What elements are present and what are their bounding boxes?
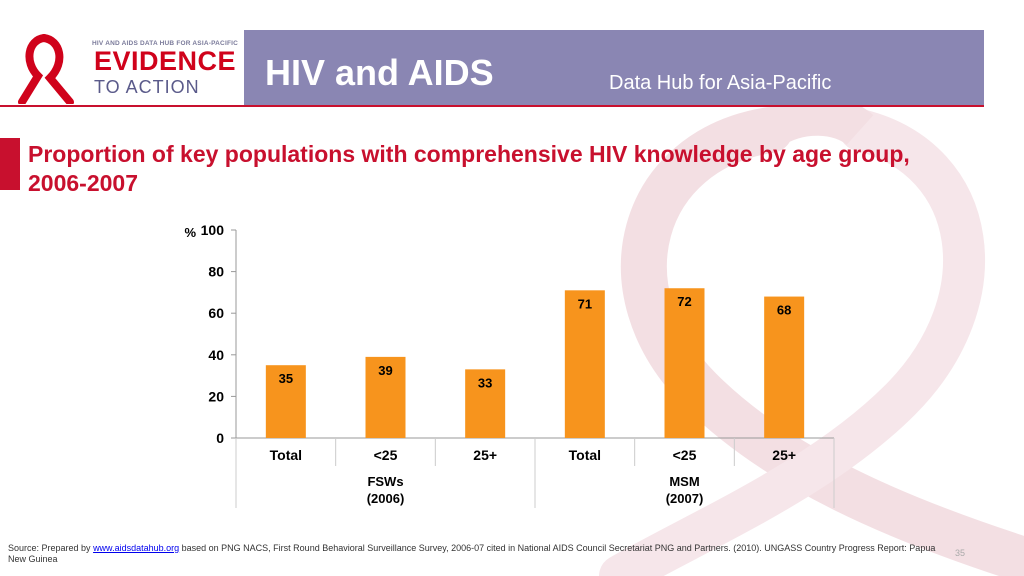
data-label: 35 (279, 371, 293, 386)
page-number: 35 (955, 548, 966, 558)
group-label-line1: MSM (669, 474, 699, 489)
data-label: 71 (578, 296, 592, 311)
header-bar: HIV AND AIDS DATA HUB FOR ASIA-PACIFIC E… (0, 30, 984, 107)
data-label: 39 (378, 363, 392, 378)
title-accent-bar (0, 138, 20, 190)
bar (564, 290, 605, 438)
source-note: Source: Prepared by www.aidsdatahub.org … (8, 543, 938, 565)
header-subtitle: Data Hub for Asia-Pacific (609, 72, 832, 94)
bar (365, 356, 406, 438)
bar (764, 296, 805, 438)
header-title: HIV and AIDS (265, 52, 494, 93)
x-tick-label: 25+ (772, 447, 796, 463)
x-tick-label: Total (270, 447, 302, 463)
logo-action-text: TO ACTION (94, 77, 200, 97)
y-tick-label: 100 (201, 222, 225, 238)
bar (265, 365, 306, 438)
y-tick-label: 40 (208, 347, 224, 363)
y-tick-label: 20 (208, 388, 224, 404)
logo[interactable]: HIV AND AIDS DATA HUB FOR ASIA-PACIFIC E… (0, 30, 244, 105)
x-tick-label: Total (569, 447, 601, 463)
group-label-line2: (2007) (666, 491, 704, 506)
x-tick-label: <25 (673, 447, 697, 463)
data-label: 68 (777, 303, 791, 318)
source-text: based on PNG NACS, First Round Behaviora… (8, 543, 936, 564)
chart-title: Proportion of key populations with compr… (28, 141, 910, 196)
bar (465, 369, 506, 438)
source-prefix: Source: Prepared by (8, 543, 91, 553)
red-ribbon-icon (18, 34, 74, 104)
y-axis-label: % (184, 225, 196, 240)
group-label-line1: FSWs (367, 474, 403, 489)
logo-tagline: HIV AND AIDS DATA HUB FOR ASIA-PACIFIC (92, 40, 239, 47)
y-tick-label: 60 (208, 305, 224, 321)
x-tick-label: 25+ (473, 447, 497, 463)
bar (664, 288, 705, 438)
x-tick-label: <25 (374, 447, 398, 463)
logo-evidence-text: EVIDENCE (94, 46, 237, 76)
source-link[interactable]: www.aidsdatahub.org (93, 543, 180, 553)
group-label-line2: (2006) (367, 491, 405, 506)
data-label: 33 (478, 375, 492, 390)
y-tick-label: 0 (216, 430, 224, 446)
data-label: 72 (677, 294, 691, 309)
y-tick-label: 80 (208, 264, 224, 280)
